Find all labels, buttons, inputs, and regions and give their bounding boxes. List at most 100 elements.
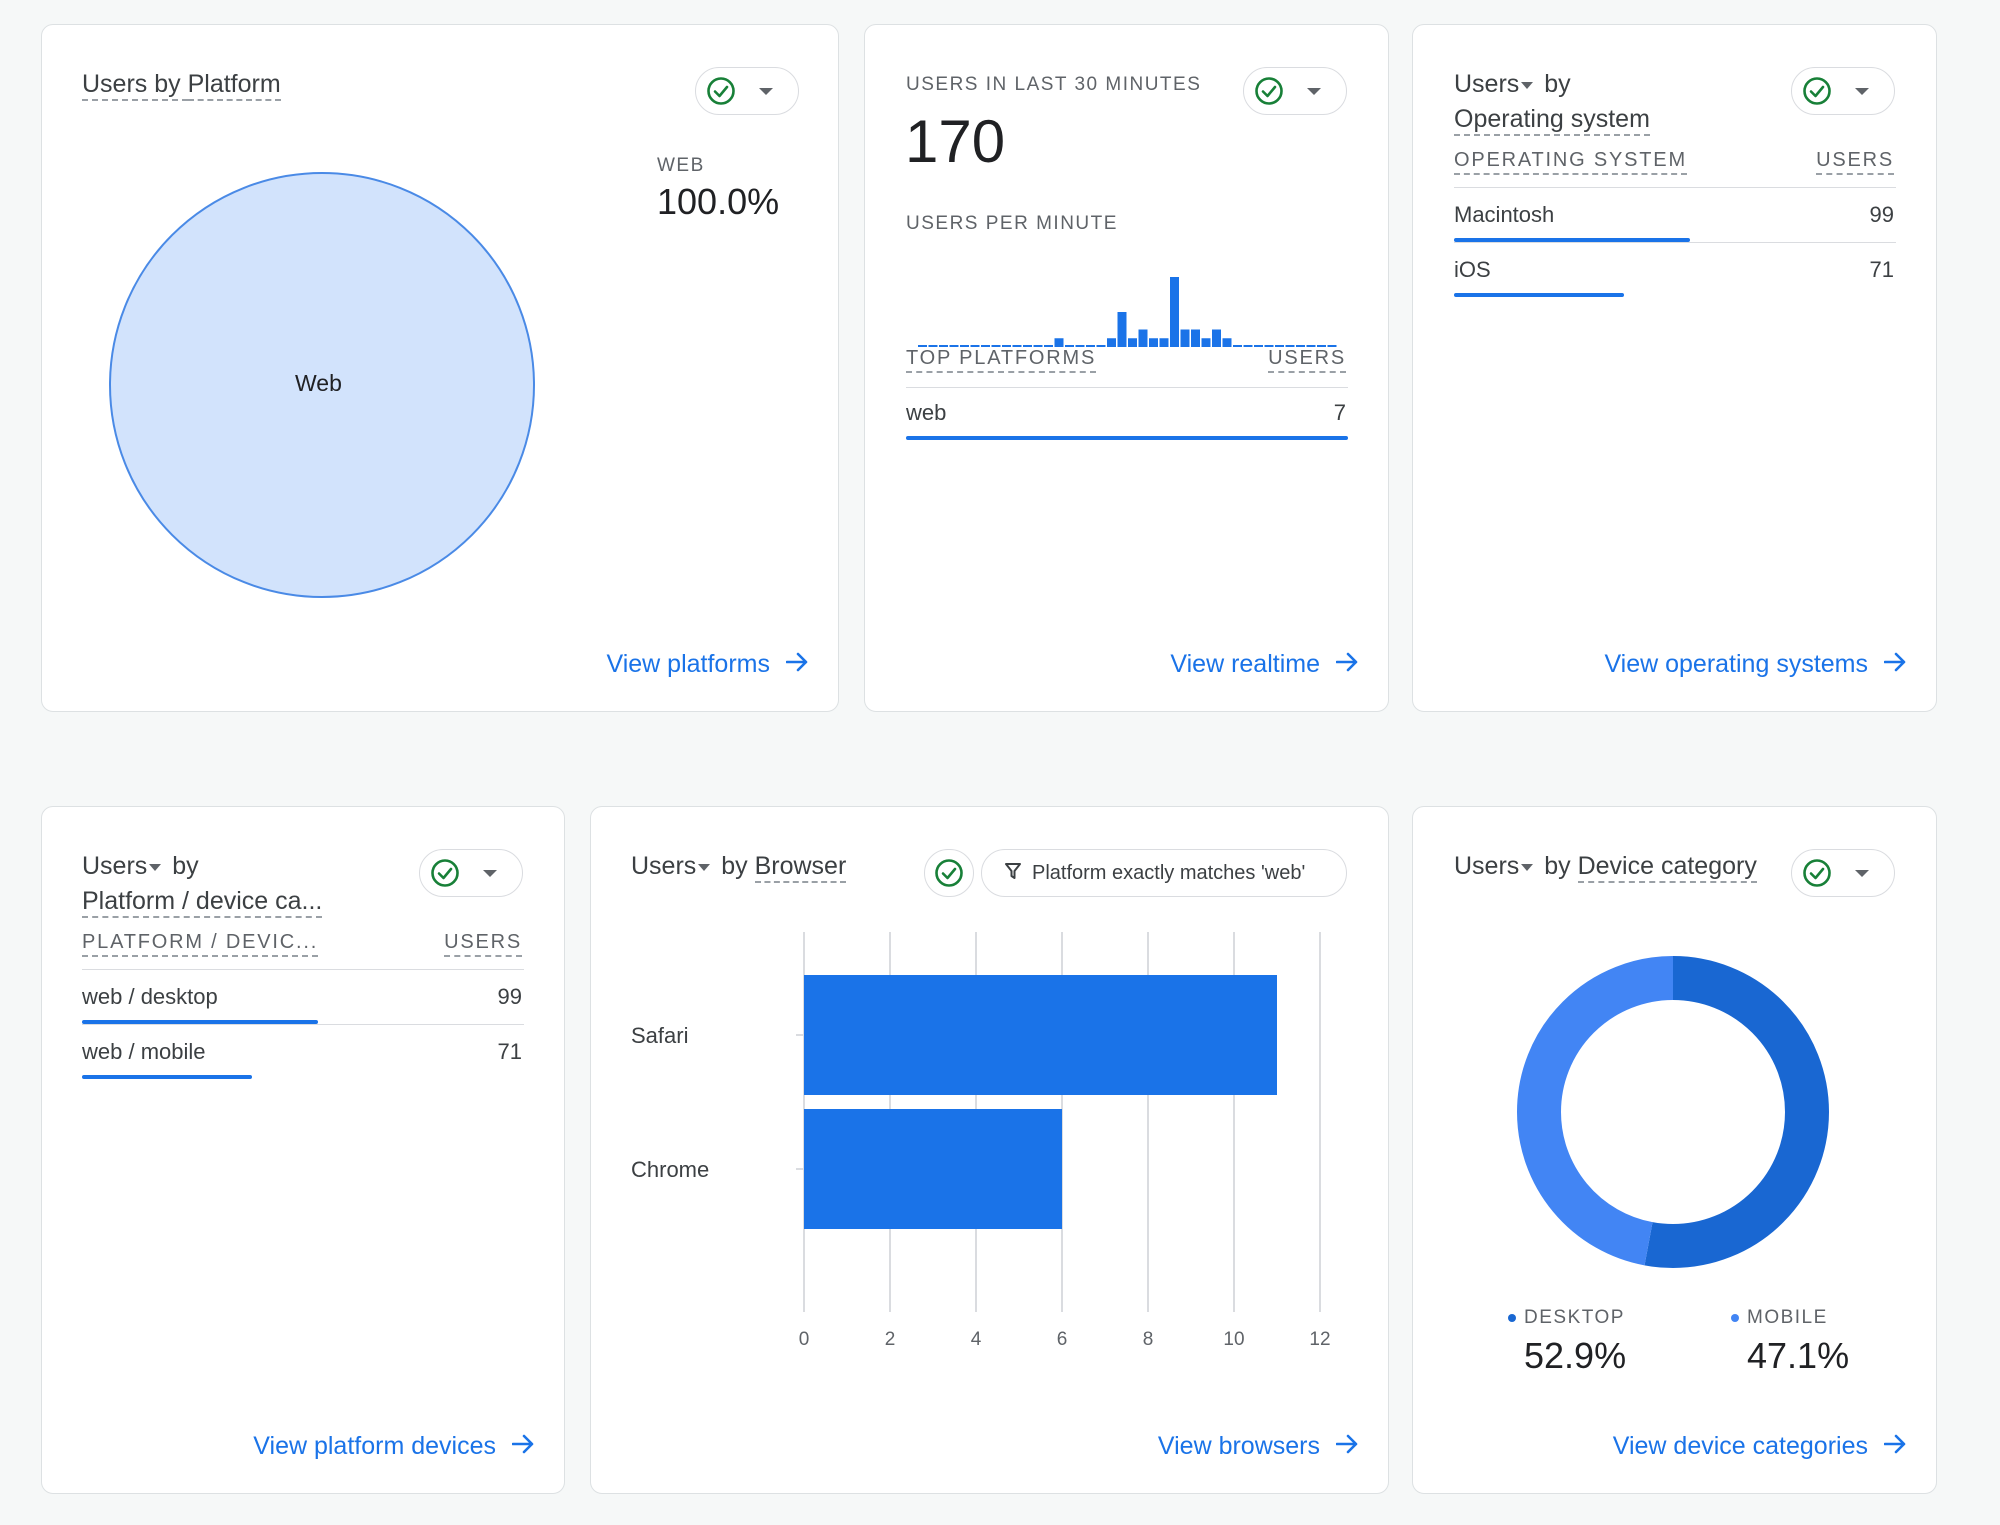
check-circle-icon[interactable] xyxy=(696,68,746,114)
view-browsers-link[interactable]: View browsers xyxy=(1158,1432,1358,1461)
table-header-metric[interactable]: USERS xyxy=(1816,149,1894,175)
metric-selector[interactable]: Users xyxy=(1454,70,1537,98)
minute-bar-empty xyxy=(1065,345,1074,347)
legend-label: WEB xyxy=(657,155,705,176)
bar-safari[interactable] xyxy=(804,975,1277,1095)
chevron-down-icon[interactable] xyxy=(1294,68,1334,114)
minute-bar[interactable] xyxy=(1107,338,1116,347)
card-controls xyxy=(419,849,523,897)
row-value: 99 xyxy=(497,984,522,1009)
chevron-down-icon[interactable] xyxy=(1842,850,1882,896)
filter-chip[interactable]: Platform exactly matches 'web' xyxy=(981,849,1347,897)
minute-bar-empty xyxy=(1033,345,1043,347)
view-realtime-link[interactable]: View realtime xyxy=(1170,650,1358,679)
caret-down-icon xyxy=(1521,81,1534,89)
filter-label: Platform exactly matches 'web' xyxy=(1032,861,1306,884)
card-controls xyxy=(1243,67,1347,115)
link-label: View device categories xyxy=(1612,1432,1868,1460)
y-category-label: Chrome xyxy=(631,1157,709,1182)
chevron-down-icon[interactable] xyxy=(746,68,786,114)
dimension-selector[interactable]: Browser xyxy=(754,852,847,883)
link-label: View platform devices xyxy=(253,1432,496,1460)
metric-selector[interactable]: Users xyxy=(82,852,165,880)
browser-bar-chart: 0 2 4 6 8 10 12 Safari Chrome xyxy=(631,932,1331,1350)
check-control xyxy=(924,849,974,897)
check-circle-icon[interactable] xyxy=(925,850,973,896)
check-circle-icon[interactable] xyxy=(1244,68,1294,114)
donut-slice-mobile[interactable] xyxy=(1517,956,1829,1268)
pie-label: Web xyxy=(295,370,342,396)
metric-selector[interactable]: Users xyxy=(631,852,714,880)
view-platforms-link[interactable]: View platforms xyxy=(607,650,809,679)
arrow-right-icon xyxy=(1883,1432,1906,1461)
table-header-dimension[interactable]: TOP PLATFORMS xyxy=(906,347,1097,373)
metric-label: Users xyxy=(1454,852,1520,880)
minute-bar[interactable] xyxy=(1180,329,1190,348)
metric-label: Users xyxy=(631,852,697,880)
title-connector: by xyxy=(1537,70,1571,98)
os-card: Users by Operating system OPERATING SYST… xyxy=(1412,24,1937,712)
minute-bar[interactable] xyxy=(1212,329,1221,348)
platform-pie-chart xyxy=(109,172,535,598)
card-controls xyxy=(695,67,799,115)
minute-bar[interactable] xyxy=(1128,338,1137,347)
minute-bar-empty xyxy=(1075,345,1085,347)
x-tick-label: 4 xyxy=(971,1329,982,1350)
pie-slice-web[interactable] xyxy=(109,172,535,598)
legend-item-desktop: DESKTOP 52.9% xyxy=(1508,1307,1626,1377)
per-minute-label: USERS PER MINUTE xyxy=(906,213,1118,234)
metric-selector[interactable]: Users xyxy=(1454,852,1537,880)
minute-bar[interactable] xyxy=(1149,338,1158,347)
row-value-bar xyxy=(82,1020,318,1024)
dimension-selector[interactable]: Operating system xyxy=(1454,102,1650,137)
title-prefix: Users by xyxy=(82,70,188,101)
dimension-selector[interactable]: Platform / device ca... xyxy=(82,884,323,919)
minute-bar[interactable] xyxy=(1201,338,1211,347)
divider xyxy=(906,387,1348,388)
card-controls xyxy=(1791,67,1895,115)
view-operating-systems-link[interactable]: View operating systems xyxy=(1604,650,1906,679)
check-circle-icon[interactable] xyxy=(1792,68,1842,114)
dimension-selector[interactable]: Platform xyxy=(187,70,281,101)
dimension-label: Operating system xyxy=(1454,105,1650,136)
minute-bar-empty xyxy=(1086,345,1095,347)
legend-item-mobile: MOBILE 47.1% xyxy=(1731,1307,1849,1377)
table-header-metric[interactable]: USERS xyxy=(444,931,522,957)
minute-bar[interactable] xyxy=(1170,277,1179,347)
device-category-donut-chart xyxy=(1517,956,1829,1268)
minute-bar-empty xyxy=(970,345,980,347)
arrow-right-icon xyxy=(1335,1432,1358,1461)
minute-bar-empty xyxy=(1012,345,1022,347)
legend-value: 47.1% xyxy=(1747,1335,1850,1376)
title-connector: by xyxy=(714,852,755,880)
row-label: iOS xyxy=(1454,257,1491,282)
x-tick-label: 12 xyxy=(1309,1329,1330,1350)
minute-bar[interactable] xyxy=(1054,338,1064,347)
card-controls xyxy=(1791,849,1895,897)
check-circle-icon[interactable] xyxy=(1792,850,1842,896)
chevron-down-icon[interactable] xyxy=(470,850,510,896)
view-device-categories-link[interactable]: View device categories xyxy=(1613,1432,1906,1461)
chevron-down-icon[interactable] xyxy=(1842,68,1882,114)
table-header-dimension[interactable]: PLATFORM / DEVIC... xyxy=(82,931,319,957)
minute-bar[interactable] xyxy=(1117,312,1127,347)
minute-bar[interactable] xyxy=(1138,329,1148,348)
check-circle-icon[interactable] xyxy=(420,850,470,896)
legend-label: MOBILE xyxy=(1747,1307,1828,1328)
minute-bar[interactable] xyxy=(1191,329,1200,348)
minute-bar[interactable] xyxy=(1222,338,1232,347)
minute-bar[interactable] xyxy=(1159,338,1169,347)
minute-bar-empty xyxy=(991,345,1001,347)
dimension-selector[interactable]: Device category xyxy=(1577,852,1757,883)
minute-bar-empty xyxy=(928,345,938,347)
minute-bar-empty xyxy=(1296,345,1305,347)
x-tick-label: 10 xyxy=(1223,1329,1244,1350)
legend-value: 100.0% xyxy=(657,181,780,222)
minute-bar-empty xyxy=(1096,345,1106,347)
table-header-metric[interactable]: USERS xyxy=(1268,347,1346,373)
bar-chrome[interactable] xyxy=(804,1109,1062,1229)
x-tick-label: 8 xyxy=(1143,1329,1154,1350)
arrow-right-icon xyxy=(1335,650,1358,679)
table-header-dimension[interactable]: OPERATING SYSTEM xyxy=(1454,149,1687,175)
view-platform-devices-link[interactable]: View platform devices xyxy=(253,1432,534,1461)
